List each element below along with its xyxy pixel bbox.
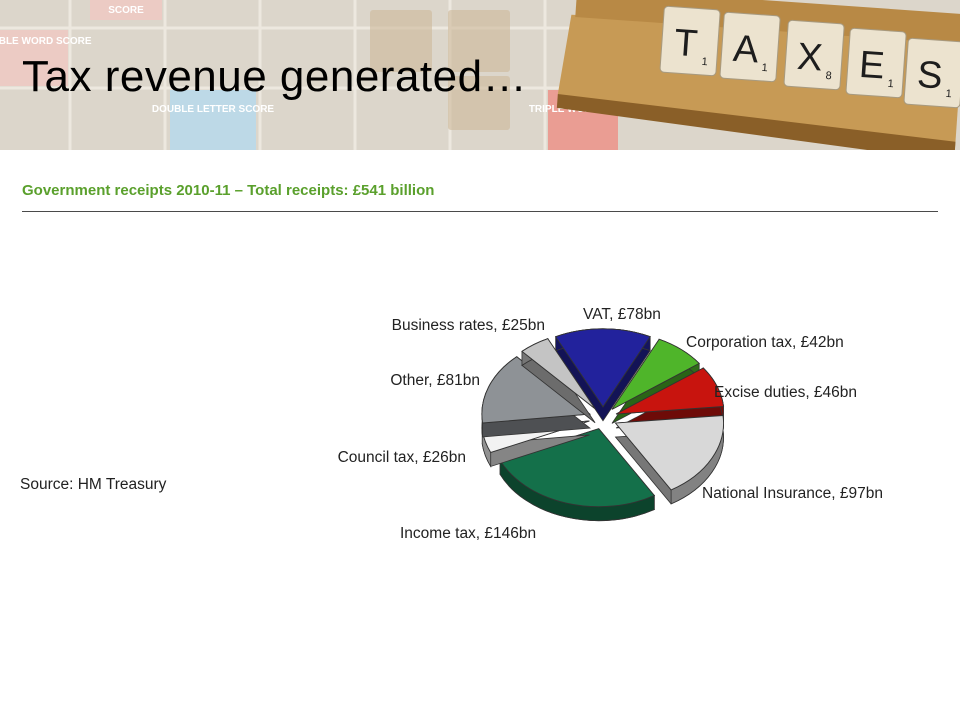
tile-points: 1 bbox=[945, 88, 952, 100]
slice-label: National Insurance, £97bn bbox=[702, 485, 883, 502]
pie-slice bbox=[554, 328, 651, 422]
scrabble-banner-image: DOUBLE WORD SCORE SCORE DOUBLE LETTER SC… bbox=[0, 0, 960, 150]
slice-label: Other, £81bn bbox=[390, 372, 480, 389]
slide-title: Tax revenue generated… bbox=[22, 52, 528, 101]
slice-label: Excise duties, £46bn bbox=[714, 384, 857, 401]
pie-labels: VAT, £78bn Corporation tax, £42bn Excise d… bbox=[338, 306, 883, 542]
tile-points: 8 bbox=[825, 70, 832, 82]
tile-points: 1 bbox=[887, 78, 894, 90]
title-divider bbox=[22, 211, 938, 212]
pie-slices bbox=[481, 328, 725, 522]
board-square-double-letter bbox=[170, 90, 256, 150]
svg-text:SCORE: SCORE bbox=[108, 5, 144, 16]
slice-label: Business rates, £25bn bbox=[392, 317, 545, 334]
chart-title: Government receipts 2010-11 – Total rece… bbox=[22, 182, 435, 199]
pie-slice bbox=[481, 355, 592, 438]
board-square-double-word bbox=[0, 30, 68, 86]
slice-label: VAT, £78bn bbox=[583, 306, 661, 323]
slice-label: Income tax, £146bn bbox=[400, 525, 536, 542]
svg-text:DOUBLE WORD SCORE: DOUBLE WORD SCORE bbox=[0, 36, 92, 47]
pie-slice bbox=[521, 338, 596, 424]
header-banner: DOUBLE WORD SCORE SCORE DOUBLE LETTER SC… bbox=[0, 0, 960, 150]
pie-slice bbox=[611, 338, 700, 424]
tile-letter: E bbox=[858, 44, 886, 88]
tile-letter: S bbox=[916, 54, 944, 98]
slice-label: Council tax, £26bn bbox=[338, 449, 466, 466]
svg-text:DOUBLE LETTER SCORE: DOUBLE LETTER SCORE bbox=[152, 104, 275, 115]
tile-points: 1 bbox=[701, 56, 708, 68]
tile-points: 1 bbox=[761, 62, 768, 74]
pie-slice bbox=[615, 367, 725, 429]
slice-label: Corporation tax, £42bn bbox=[686, 334, 844, 351]
tile-letter: X bbox=[796, 36, 824, 80]
tile-letter: T bbox=[673, 22, 699, 66]
source-note: Source: HM Treasury bbox=[20, 476, 167, 493]
pie-slice bbox=[614, 415, 724, 505]
tile-letter: A bbox=[732, 28, 761, 72]
board-square-score bbox=[90, 0, 162, 20]
